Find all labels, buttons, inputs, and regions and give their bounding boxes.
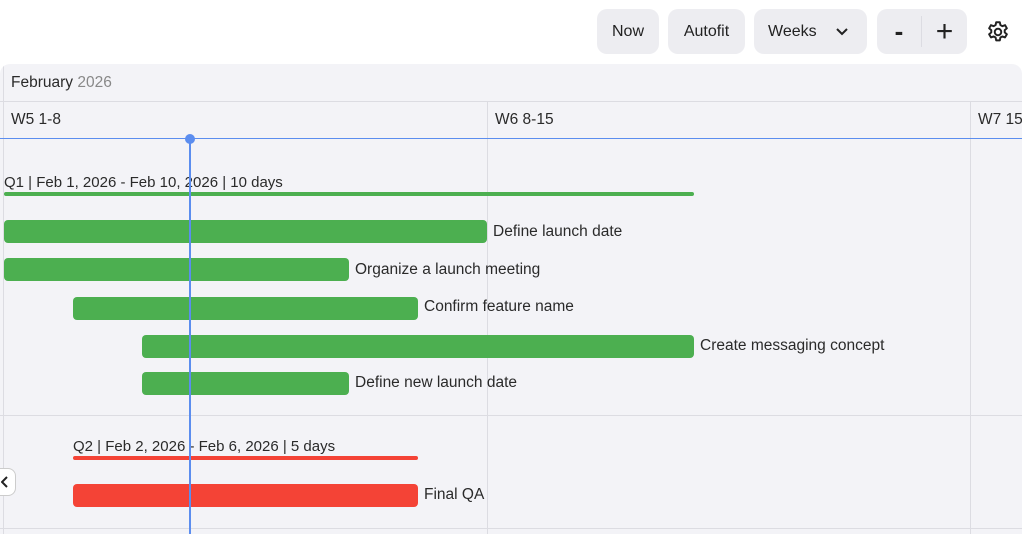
today-line [189,138,191,534]
chevron-down-icon [835,27,848,35]
task-label: Final QA [424,486,485,503]
zoom-out-button[interactable]: - [877,16,922,47]
task-label: Create messaging concept [700,337,885,354]
gantt-chart: February 2026 W5 1-8 W6 8-15 W7 15 Q1 | … [0,64,1022,534]
task-bar[interactable] [4,258,349,281]
task-bar[interactable] [73,484,418,507]
today-marker[interactable] [185,134,195,144]
week-header: W7 15 [978,111,1022,128]
task-bar[interactable] [73,297,418,320]
scale-dropdown[interactable]: Weeks [754,9,867,54]
collapse-sidebar-button[interactable] [0,468,16,496]
scale-value: Weeks [768,22,817,40]
month-label: February 2026 [11,74,112,91]
week-header: W5 1-8 [11,111,61,128]
task-label: Organize a launch meeting [355,261,541,278]
task-label: Confirm feature name [424,298,574,315]
now-button[interactable]: Now [597,9,659,54]
group-summary-bar[interactable] [4,192,694,196]
task-bar[interactable] [142,372,349,395]
zoom-in-button[interactable]: + [935,14,954,48]
task-bar[interactable] [142,335,694,358]
week-header: W6 8-15 [495,111,554,128]
task-label: Define launch date [493,223,623,240]
task-bar[interactable] [4,220,487,243]
chevron-left-icon [1,476,8,488]
task-label: Define new launch date [355,374,518,391]
group-label: Q2 | Feb 2, 2026 - Feb 6, 2026 | 5 days [73,438,336,455]
gear-icon[interactable] [985,19,1011,45]
group-label: Q1 | Feb 1, 2026 - Feb 10, 2026 | 10 day… [4,174,283,191]
autofit-button[interactable]: Autofit [668,9,745,54]
group-summary-bar[interactable] [73,456,418,460]
zoom-control: - + [877,9,967,54]
